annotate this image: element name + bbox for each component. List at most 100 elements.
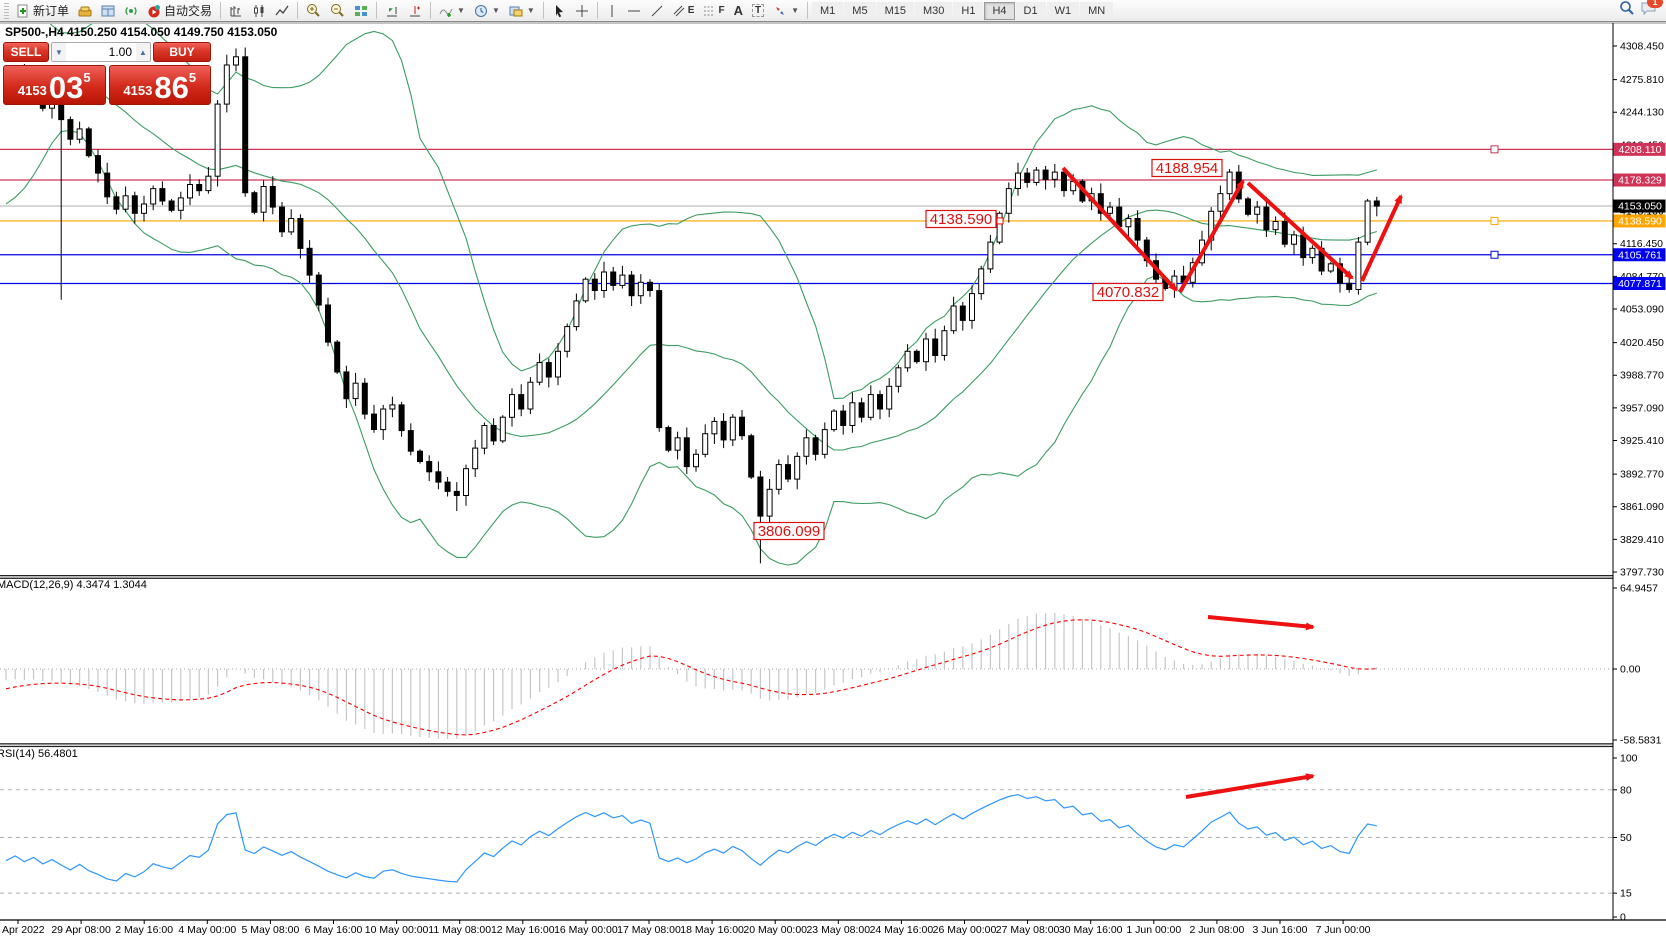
- notifications-button[interactable]: 1: [1641, 0, 1663, 21]
- periods-dropdown-caret[interactable]: ▼: [491, 6, 500, 15]
- horizontal-line-tool[interactable]: [623, 1, 645, 21]
- new-order-button[interactable]: 新订单: [12, 1, 73, 21]
- svg-text:4020.450: 4020.450: [1620, 337, 1664, 349]
- tile-windows-icon: [354, 4, 368, 18]
- indicators-icon: [439, 4, 453, 18]
- periods-button[interactable]: ▼: [470, 1, 504, 21]
- horizontal-lines: [0, 148, 1613, 285]
- auto-trading-button[interactable]: 自动交易: [143, 1, 216, 21]
- svg-text:6 May 16:00: 6 May 16:00: [305, 924, 363, 936]
- tab-timeframe-m5[interactable]: M5: [844, 1, 876, 20]
- svg-text:10 May 00:00: 10 May 00:00: [365, 924, 429, 936]
- svg-text:4116.450: 4116.450: [1620, 238, 1663, 250]
- shapes-tool[interactable]: ▼: [769, 1, 803, 21]
- auto-scroll-button[interactable]: [381, 1, 403, 21]
- equidistant-channel-tool[interactable]: E: [669, 1, 699, 21]
- tab-timeframe-m1[interactable]: M1: [812, 1, 844, 20]
- annotation-handle[interactable]: [996, 217, 1004, 225]
- line-chart-button[interactable]: [271, 1, 293, 21]
- templates-icon: [509, 4, 523, 18]
- volume-up-icon[interactable]: ▲: [136, 43, 150, 61]
- svg-text:80: 80: [1620, 784, 1632, 796]
- crosshair-tool-button[interactable]: [571, 1, 593, 21]
- bar-chart-button[interactable]: [225, 1, 247, 21]
- price-axis[interactable]: 4308.4504275.8104244.1304212.4504180.770…: [1490, 23, 1666, 924]
- toolbar-grip[interactable]: [4, 2, 9, 19]
- svg-text:4208.110: 4208.110: [1618, 144, 1661, 156]
- fibonacci-letter: F: [718, 5, 725, 16]
- trend-arrow: [1360, 194, 1403, 282]
- cursor-icon: [552, 4, 566, 18]
- search-icon[interactable]: [1619, 0, 1635, 21]
- signals-button[interactable]: [120, 1, 142, 21]
- price-annotations[interactable]: 4188.954 4138.590 4070.832 3806.099: [753, 158, 1223, 541]
- trend-arrow: [1178, 179, 1245, 293]
- volume-input[interactable]: 1.00: [108, 45, 132, 59]
- tab-timeframe-m15[interactable]: M15: [876, 1, 914, 20]
- candlestick-chart-button[interactable]: [248, 1, 270, 21]
- svg-text:27 May 08:00: 27 May 08:00: [996, 924, 1060, 936]
- vertical-line-tool[interactable]: [602, 1, 622, 21]
- buy-price-display[interactable]: 4153 86 5: [108, 65, 211, 105]
- svg-text:3 Jun 16:00: 3 Jun 16:00: [1253, 924, 1308, 936]
- svg-text:7 Jun 00:00: 7 Jun 00:00: [1316, 924, 1371, 936]
- text-label-tool[interactable]: T: [748, 1, 768, 21]
- indicators-button[interactable]: ▼: [435, 1, 469, 21]
- svg-text:3957.090: 3957.090: [1620, 402, 1664, 414]
- svg-text:4138.590: 4138.590: [930, 211, 993, 228]
- cursor-tool-button[interactable]: [548, 1, 570, 21]
- trendline-tool[interactable]: [646, 1, 668, 21]
- main-chart-panel[interactable]: [0, 4, 1613, 566]
- line-handle[interactable]: [1490, 250, 1499, 259]
- zoom-out-button[interactable]: [326, 1, 349, 21]
- shapes-dropdown-caret[interactable]: ▼: [791, 6, 799, 15]
- zoom-in-button[interactable]: [302, 1, 325, 21]
- tab-timeframe-h1[interactable]: H1: [953, 1, 984, 20]
- sell-button[interactable]: SELL: [3, 42, 49, 62]
- macd-panel[interactable]: [0, 612, 1613, 739]
- bollinger-middle-band: [5, 81, 1377, 451]
- shapes-icon: [773, 4, 787, 18]
- macd-indicator-label: MACD(12,26,9) 4.3474 1.3044: [0, 579, 147, 591]
- rsi-panel[interactable]: [0, 789, 1613, 894]
- toolbar-separator: [430, 2, 432, 19]
- tab-timeframe-h4[interactable]: H4: [984, 1, 1015, 20]
- tab-timeframe-mn[interactable]: MN: [1080, 1, 1114, 20]
- svg-text:4 May 00:00: 4 May 00:00: [178, 924, 236, 936]
- panel-separators[interactable]: [0, 22, 1666, 748]
- templates-button[interactable]: ▼: [505, 1, 539, 21]
- line-handle[interactable]: [1490, 216, 1499, 225]
- text-tool[interactable]: A: [730, 1, 747, 21]
- trend-arrows[interactable]: [1061, 166, 1403, 799]
- time-axis[interactable]: Apr 2022 29 Apr 08:00 2 May 16:00 4 May 00:…: [0, 919, 1666, 941]
- templates-dropdown-caret[interactable]: ▼: [526, 6, 535, 15]
- volume-down-icon[interactable]: ▼: [52, 43, 66, 61]
- sell-button-label: SELL: [10, 45, 42, 59]
- vertical-line-icon: [606, 4, 618, 18]
- sell-price-big: 03: [48, 69, 84, 105]
- macd-signal-line: [5, 619, 1377, 736]
- profiles-button[interactable]: [97, 1, 119, 21]
- buy-button[interactable]: BUY: [153, 42, 211, 62]
- rsi-line: [5, 793, 1377, 883]
- chart-title-ohlc: SP500-,H4 4150.250 4154.050 4149.750 415…: [5, 25, 278, 39]
- tab-timeframe-m30[interactable]: M30: [914, 1, 953, 20]
- tile-windows-button[interactable]: [350, 1, 372, 21]
- toolbar-separator: [220, 2, 222, 19]
- charts-button[interactable]: [74, 1, 96, 21]
- fibonacci-tool[interactable]: F: [699, 1, 728, 21]
- sell-price-display[interactable]: 4153 03 5: [3, 65, 106, 105]
- new-order-icon: [16, 4, 30, 18]
- chart-shift-button[interactable]: [404, 1, 426, 21]
- line-handle[interactable]: [1490, 145, 1499, 154]
- tab-timeframe-w1[interactable]: W1: [1046, 1, 1080, 20]
- channel-icon: [673, 5, 685, 17]
- tab-timeframe-d1[interactable]: D1: [1015, 1, 1046, 20]
- svg-text:20 May 00:00: 20 May 00:00: [743, 924, 807, 936]
- svg-text:0: 0: [1620, 912, 1626, 924]
- toolbar-separator: [297, 2, 299, 19]
- auto-trading-label: 自动交易: [164, 4, 213, 18]
- indicators-dropdown-caret[interactable]: ▼: [457, 6, 465, 15]
- zoom-out-icon: [330, 3, 345, 18]
